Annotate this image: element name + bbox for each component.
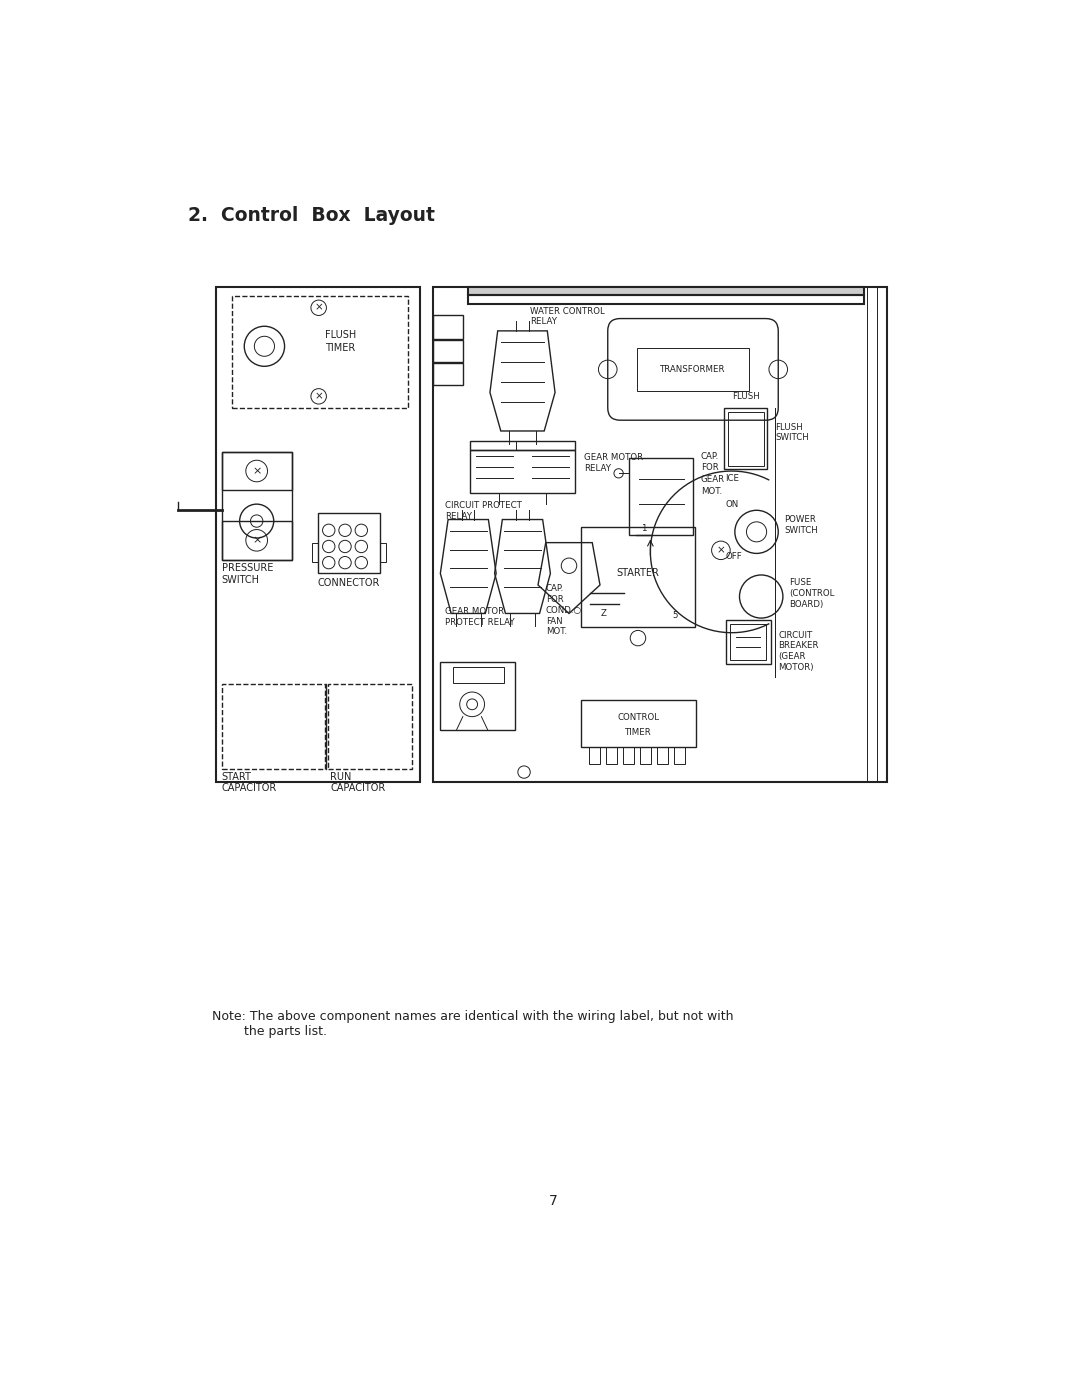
Text: (CONTROL: (CONTROL bbox=[789, 590, 835, 598]
Text: FLUSH: FLUSH bbox=[732, 391, 759, 401]
Text: STARTER: STARTER bbox=[617, 569, 660, 578]
Text: ICE: ICE bbox=[726, 474, 740, 483]
Bar bbox=[637, 348, 748, 391]
Bar bbox=[318, 513, 380, 573]
Text: WATER CONTROL: WATER CONTROL bbox=[530, 307, 605, 316]
Bar bbox=[469, 295, 864, 305]
Text: CONNECTOR: CONNECTOR bbox=[318, 578, 380, 588]
Bar bbox=[726, 620, 770, 665]
Bar bbox=[581, 527, 696, 627]
Text: CAPACITOR: CAPACITOR bbox=[330, 784, 386, 793]
Bar bbox=[724, 408, 768, 469]
Bar bbox=[469, 286, 864, 295]
Bar bbox=[590, 746, 600, 764]
Text: CONTROL: CONTROL bbox=[618, 712, 660, 722]
Text: RUN: RUN bbox=[330, 773, 352, 782]
Text: FLUSH: FLUSH bbox=[775, 423, 802, 432]
Bar bbox=[221, 451, 292, 490]
Bar bbox=[221, 685, 325, 768]
Bar bbox=[658, 746, 669, 764]
Bar bbox=[441, 662, 515, 729]
Bar bbox=[470, 441, 576, 450]
Text: RELAY: RELAY bbox=[584, 464, 611, 474]
Text: CAP.: CAP. bbox=[545, 584, 564, 594]
Bar bbox=[674, 746, 685, 764]
Text: ×: × bbox=[314, 303, 323, 313]
Text: (GEAR: (GEAR bbox=[779, 652, 806, 661]
Text: GEAR MOTOR: GEAR MOTOR bbox=[445, 608, 504, 616]
Bar bbox=[312, 542, 318, 562]
Bar bbox=[867, 286, 877, 782]
Text: MOT.: MOT. bbox=[545, 627, 567, 637]
Bar bbox=[470, 450, 576, 493]
Text: CAP.: CAP. bbox=[701, 451, 719, 461]
Circle shape bbox=[467, 698, 477, 710]
Bar bbox=[433, 363, 463, 384]
Text: SWITCH: SWITCH bbox=[784, 525, 819, 535]
Text: FOR: FOR bbox=[701, 464, 718, 472]
Bar bbox=[221, 521, 292, 560]
Text: CIRCUIT: CIRCUIT bbox=[779, 630, 812, 640]
Text: FUSE: FUSE bbox=[789, 578, 811, 587]
Text: MOTOR): MOTOR) bbox=[779, 662, 813, 672]
Text: FAN: FAN bbox=[545, 616, 563, 626]
Bar bbox=[433, 286, 887, 782]
Text: SWITCH: SWITCH bbox=[221, 574, 260, 584]
Text: TRANSFORMER: TRANSFORMER bbox=[660, 365, 726, 374]
Bar bbox=[581, 700, 697, 746]
Bar bbox=[380, 542, 387, 562]
Bar bbox=[232, 296, 408, 408]
Bar bbox=[328, 685, 413, 768]
FancyBboxPatch shape bbox=[608, 319, 779, 420]
Bar bbox=[630, 458, 693, 535]
Bar bbox=[623, 746, 634, 764]
Bar bbox=[433, 339, 463, 362]
Text: GEAR: GEAR bbox=[701, 475, 725, 483]
Text: RELAY: RELAY bbox=[530, 317, 557, 326]
Text: ×: × bbox=[314, 391, 323, 401]
Bar bbox=[728, 412, 764, 465]
Bar bbox=[606, 746, 617, 764]
Text: BREAKER: BREAKER bbox=[779, 641, 819, 651]
Bar bbox=[730, 624, 766, 659]
Text: 5: 5 bbox=[673, 612, 678, 620]
Text: POWER: POWER bbox=[784, 515, 816, 524]
Bar bbox=[216, 286, 420, 782]
Text: CAPACITOR: CAPACITOR bbox=[221, 784, 278, 793]
Bar bbox=[640, 746, 651, 764]
Text: SWITCH: SWITCH bbox=[775, 433, 809, 443]
Text: the parts list.: the parts list. bbox=[213, 1025, 327, 1038]
Text: MOT.: MOT. bbox=[701, 486, 721, 496]
Text: COND.○: COND.○ bbox=[545, 606, 582, 615]
Text: RELAY: RELAY bbox=[445, 511, 472, 521]
Text: 1: 1 bbox=[642, 524, 647, 534]
Text: START: START bbox=[221, 773, 252, 782]
Text: CIRCUIT PROTECT: CIRCUIT PROTECT bbox=[445, 502, 522, 510]
Text: Z: Z bbox=[600, 609, 607, 617]
Text: ×: × bbox=[252, 535, 261, 545]
Text: PROTECT RELAY: PROTECT RELAY bbox=[445, 619, 515, 627]
Text: FLUSH: FLUSH bbox=[325, 330, 356, 339]
Text: ON: ON bbox=[726, 500, 739, 509]
Text: PRESSURE: PRESSURE bbox=[221, 563, 273, 573]
Text: FOR: FOR bbox=[545, 595, 564, 604]
Text: GEAR MOTOR: GEAR MOTOR bbox=[584, 454, 644, 462]
Text: ×: × bbox=[716, 545, 726, 556]
Text: BOARD): BOARD) bbox=[789, 599, 823, 609]
Text: OFF: OFF bbox=[726, 552, 742, 562]
Text: TIMER: TIMER bbox=[325, 342, 355, 353]
Bar bbox=[453, 668, 504, 683]
Text: 2.  Control  Box  Layout: 2. Control Box Layout bbox=[188, 205, 434, 225]
Text: TIMER: TIMER bbox=[625, 728, 652, 738]
Text: ×: × bbox=[252, 467, 261, 476]
Bar bbox=[221, 451, 292, 560]
Bar bbox=[433, 316, 463, 338]
Text: 7: 7 bbox=[549, 1194, 558, 1208]
Text: Note: The above component names are identical with the wiring label, but not wit: Note: The above component names are iden… bbox=[213, 1010, 734, 1023]
